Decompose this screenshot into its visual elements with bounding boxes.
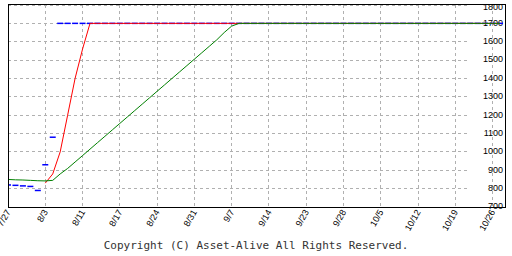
y-tick-label: 1100 — [484, 128, 503, 138]
x-tick-label: 9/7 — [221, 208, 236, 224]
grid-line — [306, 5, 307, 207]
price-mark — [57, 23, 63, 25]
price-mark — [50, 136, 56, 138]
chart: 7008009001000110012001300140015001600170… — [0, 0, 512, 256]
plot-area — [8, 23, 503, 190]
grid-line — [157, 5, 158, 207]
grid-line — [268, 5, 269, 207]
y-tick-label: 1700 — [483, 18, 503, 28]
x-tick-label: 9/23 — [293, 208, 310, 228]
grid-line — [45, 5, 46, 207]
grid-line — [343, 5, 344, 207]
price-mark — [42, 164, 48, 166]
y-tick-label: 1000 — [483, 146, 503, 156]
y-tick-label: 1600 — [483, 36, 503, 46]
price-mark — [65, 23, 71, 25]
price-mark — [35, 190, 41, 192]
x-tick-label: 8/24 — [144, 208, 161, 228]
grid-line — [8, 60, 470, 61]
y-tick-label: 900 — [488, 165, 503, 175]
grid-line — [8, 115, 470, 116]
x-tick-label: 9/14 — [256, 208, 273, 228]
price-mark — [20, 185, 26, 187]
line-series — [45, 23, 500, 183]
price-mark — [27, 186, 33, 188]
x-tick-label: 7/27 — [0, 208, 13, 228]
x-tick-label: 8/31 — [182, 208, 199, 228]
x-tick-label: 10/5 — [368, 208, 385, 228]
grid-line — [8, 151, 470, 152]
line-series — [8, 23, 500, 181]
y-tick-label: 1300 — [483, 91, 503, 101]
grid — [8, 5, 493, 207]
grid-line — [8, 133, 470, 134]
x-tick-label: 8/3 — [35, 208, 50, 224]
grid-line — [231, 5, 232, 207]
plot-frame — [9, 5, 506, 208]
grid-line — [8, 170, 470, 171]
grid-line — [8, 96, 470, 97]
x-tick-label: 10/26 — [477, 208, 497, 233]
grid-line — [455, 5, 456, 207]
copyright: Copyright (C) Asset-Alive All Rights Res… — [104, 239, 409, 252]
x-tick-label: 10/12 — [403, 208, 423, 233]
background — [0, 0, 512, 256]
y-tick-label: 800 — [488, 183, 503, 193]
x-tick-label: 10/19 — [440, 208, 460, 233]
price-mark — [72, 23, 78, 25]
x-tick-label: 8/17 — [107, 208, 124, 228]
grid-line — [380, 5, 381, 207]
grid-line — [8, 78, 470, 79]
grid-line — [8, 188, 470, 189]
y-tick-label: 1400 — [483, 73, 503, 83]
grid-line — [119, 5, 120, 207]
grid-line — [8, 41, 470, 42]
y-tick-label: 1500 — [483, 54, 503, 64]
price-mark — [12, 185, 18, 187]
price-mark — [80, 23, 86, 25]
y-tick-label: 1200 — [483, 110, 503, 120]
grid-line — [418, 5, 419, 207]
grid-line — [194, 5, 195, 207]
grid-line — [82, 5, 83, 207]
x-tick-label: 9/28 — [331, 208, 348, 228]
x-tick-label: 8/11 — [70, 208, 87, 228]
y-tick-label: 1800 — [483, 2, 503, 12]
